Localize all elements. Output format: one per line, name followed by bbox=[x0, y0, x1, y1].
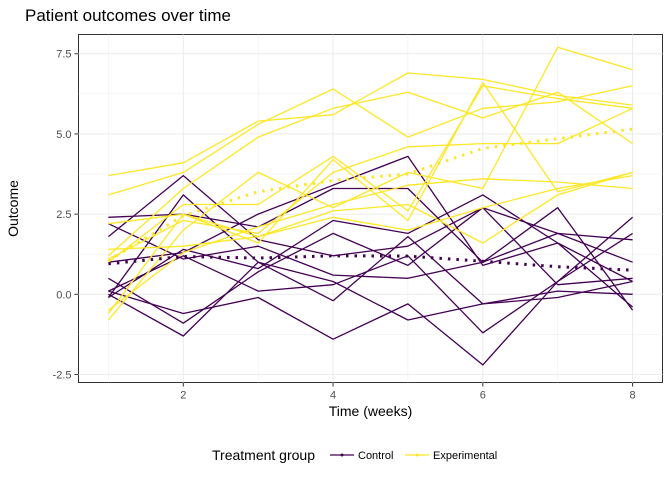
line-control-1 bbox=[108, 187, 633, 263]
line-control-5 bbox=[108, 232, 633, 334]
line-control-8 bbox=[108, 261, 633, 337]
line-experimental-2 bbox=[108, 85, 633, 196]
chart-title: Patient outcomes over time bbox=[25, 6, 231, 25]
line-control-10 bbox=[107, 194, 633, 305]
y-axis: -2.5 0.0 2.5 5.0 7.5 bbox=[53, 49, 79, 381]
plot-panel bbox=[78, 34, 663, 383]
legend-label-control: Control bbox=[358, 450, 393, 462]
line-experimental-8 bbox=[108, 178, 633, 311]
x-tick-label-2: 6 bbox=[480, 390, 486, 402]
x-axis-title: Time (weeks) bbox=[329, 403, 413, 419]
line-experimental-9 bbox=[107, 171, 633, 314]
line-control-3 bbox=[108, 207, 634, 311]
y-tick-label-0: -2.5 bbox=[53, 369, 72, 381]
line-experimental-10 bbox=[108, 174, 633, 251]
y-axis-title: Outcome bbox=[5, 180, 21, 237]
y-tick-label-1: 0.0 bbox=[56, 289, 71, 301]
line-experimental-4 bbox=[108, 85, 633, 263]
line-control-6 bbox=[108, 216, 634, 366]
line-experimental-1 bbox=[108, 72, 633, 177]
x-tick-label-3: 8 bbox=[629, 390, 635, 402]
y-tick-label-3: 5.0 bbox=[56, 129, 71, 141]
line-control-4 bbox=[108, 207, 633, 324]
line-control-9 bbox=[108, 155, 634, 308]
x-axis: 2 4 6 8 bbox=[180, 382, 636, 402]
x-tick-label-0: 2 bbox=[180, 390, 186, 402]
x-tick-label-1: 4 bbox=[330, 390, 336, 402]
y-tick-label-4: 7.5 bbox=[56, 49, 71, 61]
line-control-2 bbox=[107, 174, 633, 263]
line-control-7 bbox=[108, 194, 633, 299]
series-lines bbox=[107, 46, 634, 366]
line-experimental-7 bbox=[108, 81, 633, 244]
legend-key-experimental bbox=[405, 453, 429, 457]
line-experimental-6 bbox=[108, 107, 633, 260]
y-tick-label-2: 2.5 bbox=[56, 209, 71, 221]
legend-key-control bbox=[330, 453, 354, 457]
legend-title: Treatment group bbox=[212, 447, 315, 463]
legend-label-experimental: Experimental bbox=[433, 450, 497, 462]
legend: Treatment group Control Experimental bbox=[212, 447, 497, 463]
